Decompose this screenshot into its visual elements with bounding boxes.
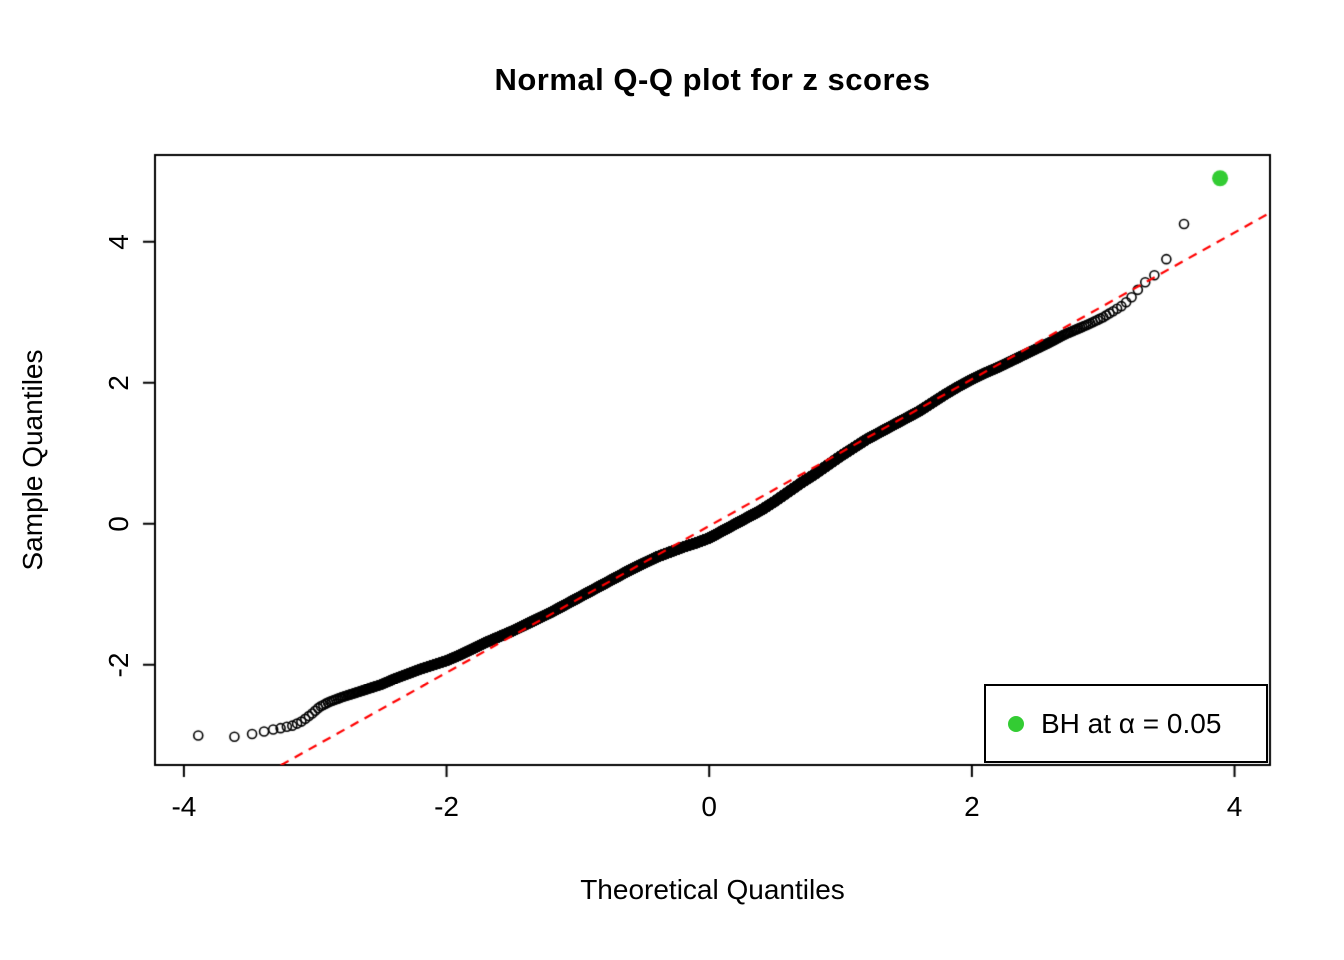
y-tick-label: 2 [103,374,134,391]
x-tick-label: -4 [171,791,197,822]
y-tick-label: -2 [103,652,134,678]
x-tick-label: -2 [434,791,459,822]
x-tick-label: 2 [964,791,980,822]
legend-marker-icon [1008,715,1024,732]
y-axis-label: Sample Quantiles [17,349,48,571]
y-tick-label: 4 [103,233,134,250]
legend-box: BH at α = 0.05 [984,684,1268,763]
y-tick-label: 0 [103,516,134,532]
legend-label-bh: BH at α = 0.05 [1041,707,1222,739]
x-tick-label: 0 [701,791,717,822]
x-tick-label: 4 [1226,791,1243,822]
x-axis-label: Theoretical Quantiles [580,874,845,905]
